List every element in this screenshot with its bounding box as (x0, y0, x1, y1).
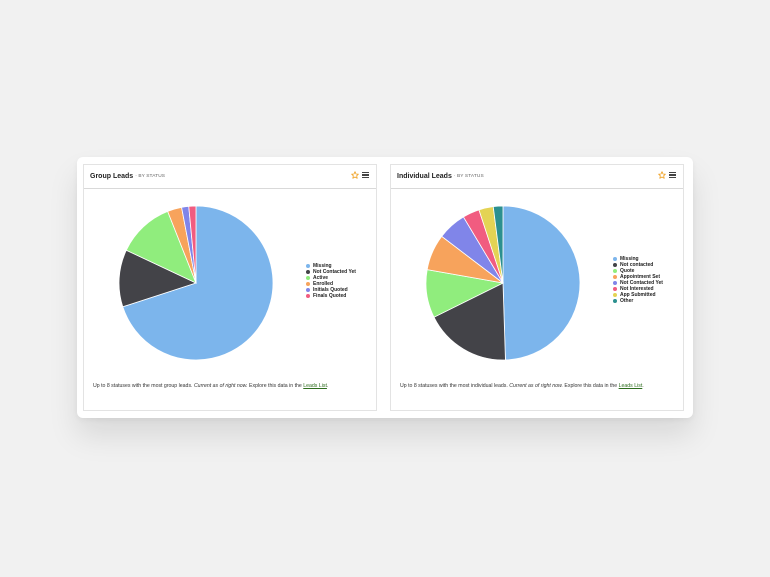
panel-header: Individual Leads · BY STATUS (391, 165, 683, 189)
legend-label: Other (620, 298, 634, 304)
legend-marker (306, 264, 310, 268)
legend-label: Active (313, 275, 329, 281)
legend-marker (306, 270, 310, 274)
legend-label: Initials Quoted (313, 287, 348, 293)
legend-item[interactable]: Finals Quoted (306, 293, 356, 299)
legend-marker (613, 269, 617, 273)
legend-item[interactable]: Missing (613, 256, 663, 262)
legend-label: Missing (313, 263, 332, 269)
panel-header-icons (351, 171, 369, 179)
legend-label: Quote (620, 268, 635, 274)
panel-footer: Up to 8 statuses with the most group lea… (93, 383, 368, 390)
legend-marker (306, 288, 310, 292)
legend-label: App Submitted (620, 292, 656, 298)
legend-item[interactable]: Missing (306, 263, 356, 269)
legend-label: Enrolled (313, 281, 334, 287)
legend-item[interactable]: Quote (613, 268, 663, 274)
footer-italic: Current as of right now. (509, 383, 563, 389)
legend-marker (613, 293, 617, 297)
legend-item[interactable]: Other (613, 298, 663, 304)
legend-label: Not Contacted Yet (620, 280, 663, 286)
panel-footer: Up to 8 statuses with the most individua… (400, 383, 675, 390)
group-leads-legend: Missing Not Contacted Yet Active Enrolled In… (306, 263, 356, 299)
footer-italic: Current as of right now. (193, 383, 248, 389)
legend-item[interactable]: Not Contacted Yet (306, 269, 356, 275)
individual-slice-not-contacted[interactable] (433, 282, 506, 361)
legend-marker (613, 263, 617, 267)
legend-marker (613, 275, 617, 279)
legend-label: Not Contacted Yet (313, 269, 356, 275)
legend-item[interactable]: Not Interested (613, 286, 663, 292)
footer-text: Up to 8 statuses with the most group lea… (93, 383, 193, 389)
group-leads-panel: Group Leads · BY STATUS Missing Not Conta… (83, 164, 377, 411)
panel-title: Group Leads (90, 173, 134, 180)
footer-explore: Explore this data in the (249, 383, 302, 389)
individual-slice-other[interactable] (492, 205, 504, 284)
legend-item[interactable]: Active (306, 275, 356, 281)
legend-marker (613, 281, 617, 285)
legend-label: Not Interested (620, 286, 654, 292)
panel-subtitle: · BY STATUS (135, 174, 166, 179)
legend-marker (613, 299, 617, 303)
legend-item[interactable]: App Submitted (613, 292, 663, 298)
legend-marker (613, 257, 617, 261)
legend-label: Not contacted (620, 262, 654, 268)
menu-icon[interactable] (362, 172, 369, 178)
dashboard-card: Group Leads · BY STATUS Missing Not Conta… (77, 157, 693, 418)
panel-header: Group Leads · BY STATUS (84, 165, 376, 189)
legend-item[interactable]: Appointment Set (613, 274, 663, 280)
footer-end: . (326, 383, 329, 389)
legend-label: Appointment Set (620, 274, 660, 280)
legend-label: Missing (620, 256, 639, 262)
individual-leads-pie-chart (425, 205, 581, 361)
legend-item[interactable]: Enrolled (306, 281, 356, 287)
legend-marker (306, 294, 310, 298)
group-slice-missing[interactable] (122, 205, 274, 361)
panel-header-icons (658, 171, 676, 179)
star-icon[interactable] (658, 171, 666, 179)
footer-explore: Explore this data in the (564, 383, 618, 389)
legend-item[interactable]: Initials Quoted (306, 287, 356, 293)
group-leads-pie-chart (118, 205, 274, 361)
legend-label: Finals Quoted (313, 293, 347, 299)
individual-leads-panel: Individual Leads · BY STATUS Missing Not … (390, 164, 684, 411)
legend-marker (306, 276, 310, 280)
footer-text: Up to 8 statuses with the most individua… (400, 383, 508, 389)
leads-list-link[interactable]: Leads List (303, 383, 327, 389)
legend-item[interactable]: Not contacted (613, 262, 663, 268)
leads-list-link[interactable]: Leads List (618, 383, 643, 389)
star-icon[interactable] (351, 171, 359, 179)
footer-end: . (642, 383, 644, 389)
panel-subtitle: · BY STATUS (453, 174, 484, 179)
legend-item[interactable]: Not Contacted Yet (613, 280, 663, 286)
group-slice-finals-quoted[interactable] (188, 205, 197, 284)
legend-marker (306, 282, 310, 286)
menu-icon[interactable] (669, 172, 676, 178)
individual-slice-missing[interactable] (502, 205, 581, 361)
panel-title: Individual Leads (397, 173, 452, 180)
legend-marker (613, 287, 617, 291)
individual-leads-legend: Missing Not contacted Quote Appointment Set… (613, 256, 663, 304)
